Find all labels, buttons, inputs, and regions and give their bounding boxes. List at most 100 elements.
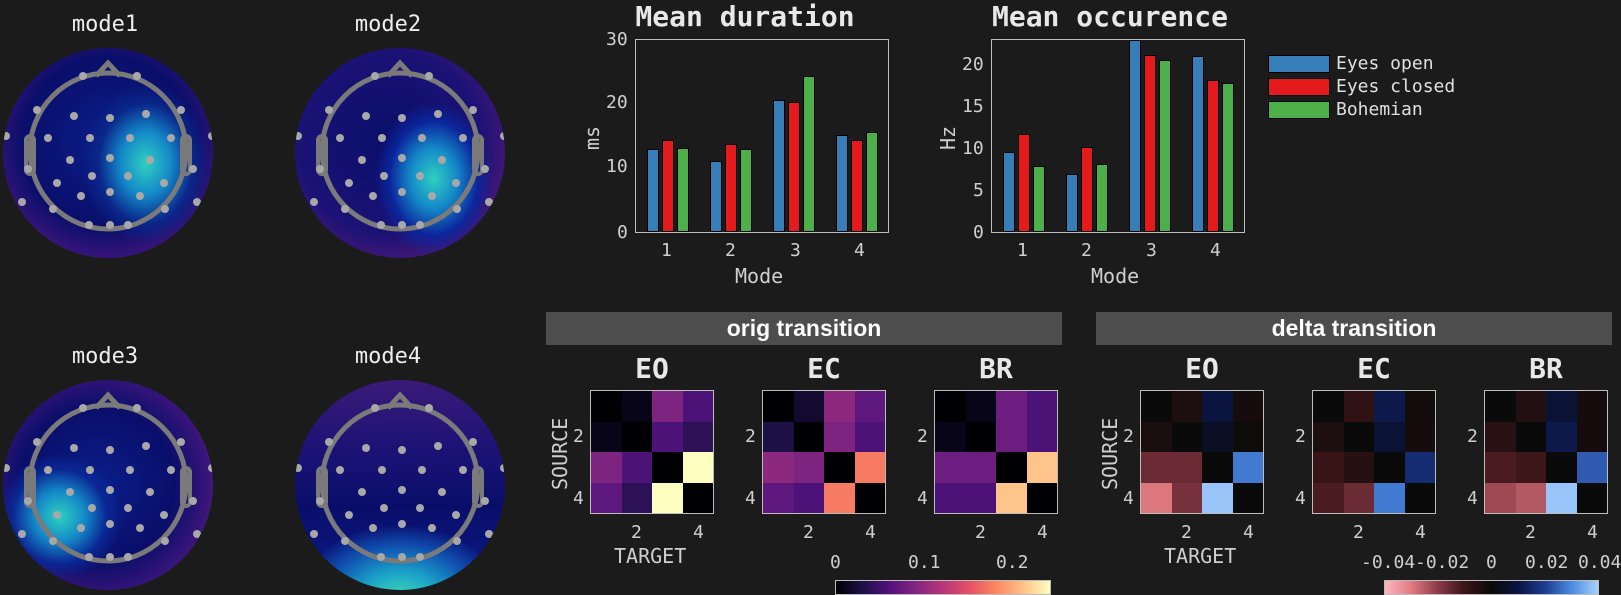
x-tick: 4 — [1210, 240, 1221, 261]
colorbar-diverging — [1384, 580, 1599, 595]
matrix-cell — [1171, 391, 1202, 422]
colorbar-tick: 0.02 — [1525, 552, 1569, 573]
matrix-cell — [1515, 452, 1546, 483]
matrix-cell — [1343, 391, 1374, 422]
bar — [646, 148, 659, 232]
colorbar-tick: 0.1 — [908, 552, 941, 573]
matrix-cell — [1404, 452, 1435, 483]
matrix-cell — [1141, 482, 1172, 513]
y-tick: 4 — [1467, 488, 1478, 509]
matrix-cell — [621, 391, 652, 422]
x-tick: 2 — [725, 240, 736, 261]
matrix-title: EC — [1357, 352, 1391, 385]
matrix-cell — [1141, 421, 1172, 452]
legend-swatch — [1268, 54, 1330, 73]
delta-matrix-ec — [1312, 390, 1436, 514]
bar — [1206, 80, 1219, 232]
matrix-cell — [824, 391, 855, 422]
matrix-cell — [652, 421, 683, 452]
matrix-cell — [652, 482, 683, 513]
x-tick: 4 — [865, 522, 876, 543]
legend-label: Bohemian — [1336, 99, 1423, 120]
head-outline-icon — [3, 391, 213, 564]
legend-label: Eyes closed — [1336, 76, 1456, 97]
y-tick: 2 — [1123, 426, 1134, 447]
matrix-cell — [935, 391, 966, 422]
bar — [1080, 146, 1093, 232]
matrix-cell — [996, 482, 1027, 513]
matrix-cell — [965, 391, 996, 422]
y-axis-label: Hz — [936, 125, 960, 150]
bar — [865, 131, 878, 232]
colorbar-tick: 0 — [830, 552, 841, 573]
matrix-cell — [1576, 482, 1607, 513]
matrix-cell — [1485, 482, 1516, 513]
matrix-cell — [824, 421, 855, 452]
matrix-cell — [682, 391, 713, 422]
topomap-head — [295, 380, 505, 590]
matrix-cell — [1313, 482, 1344, 513]
topomap-head — [3, 380, 213, 590]
y-axis-label: ms — [580, 125, 604, 150]
matrix-cell — [1026, 482, 1057, 513]
matrix-cell — [1576, 421, 1607, 452]
matrix-title: EO — [635, 352, 669, 385]
colorbar-tick: 0 — [1486, 552, 1497, 573]
bar — [835, 134, 848, 232]
matrix-cell — [1232, 482, 1263, 513]
plot-area — [991, 39, 1245, 233]
x-tick: 2 — [1353, 522, 1364, 543]
topomap-title: mode3 — [71, 344, 139, 369]
transition-matrix-ec — [762, 390, 886, 514]
delta-matrix-eo — [1140, 390, 1264, 514]
panel-header: orig transition — [546, 312, 1062, 345]
panel-header: delta transition — [1096, 312, 1612, 345]
matrix-cell — [996, 391, 1027, 422]
head-outline-icon — [3, 59, 213, 232]
matrix-cell — [965, 452, 996, 483]
x-tick: 2 — [1081, 240, 1092, 261]
matrix-title: EO — [1185, 352, 1219, 385]
matrix-cell — [763, 452, 794, 483]
matrix-cell — [1404, 421, 1435, 452]
matrix-cell — [1141, 452, 1172, 483]
bar — [709, 160, 722, 232]
bar — [850, 140, 863, 232]
x-tick: 2 — [975, 522, 986, 543]
bar — [1191, 55, 1204, 232]
topomap-title: mode1 — [71, 12, 139, 37]
colorbar-tick: 0.04 — [1578, 552, 1621, 573]
matrix-cell — [1141, 391, 1172, 422]
bar — [802, 76, 815, 232]
matrix-cell — [854, 482, 885, 513]
bar — [772, 100, 785, 232]
bar — [1128, 40, 1141, 232]
matrix-cell — [763, 482, 794, 513]
transition-matrix-eo — [590, 390, 714, 514]
x-tick: 2 — [631, 522, 642, 543]
x-tick: 2 — [1525, 522, 1536, 543]
legend: Eyes open Eyes closed Bohemian — [1268, 52, 1455, 121]
bar — [1158, 60, 1171, 232]
matrix-cell — [1026, 452, 1057, 483]
matrix-cell — [824, 482, 855, 513]
legend-item-bohemian: Bohemian — [1268, 98, 1455, 121]
matrix-cell — [1515, 482, 1546, 513]
matrix-cell — [965, 421, 996, 452]
matrix-cell — [854, 391, 885, 422]
bar — [1095, 164, 1108, 232]
matrix-title: BR — [979, 352, 1013, 385]
y-tick: 2 — [1467, 426, 1478, 447]
y-tick: 4 — [745, 488, 756, 509]
colorbar-tick: 0.2 — [996, 552, 1029, 573]
y-tick: 4 — [573, 488, 584, 509]
x-tick: 1 — [1017, 240, 1028, 261]
x-tick: 4 — [854, 240, 865, 261]
matrix-cell — [621, 482, 652, 513]
matrix-cell — [1485, 452, 1516, 483]
matrix-title: EC — [807, 352, 841, 385]
chart-title: Mean occurence — [991, 0, 1228, 33]
colorbar-tick: -0.02 — [1415, 552, 1470, 573]
matrix-cell — [935, 421, 966, 452]
matrix-cell — [1546, 452, 1577, 483]
